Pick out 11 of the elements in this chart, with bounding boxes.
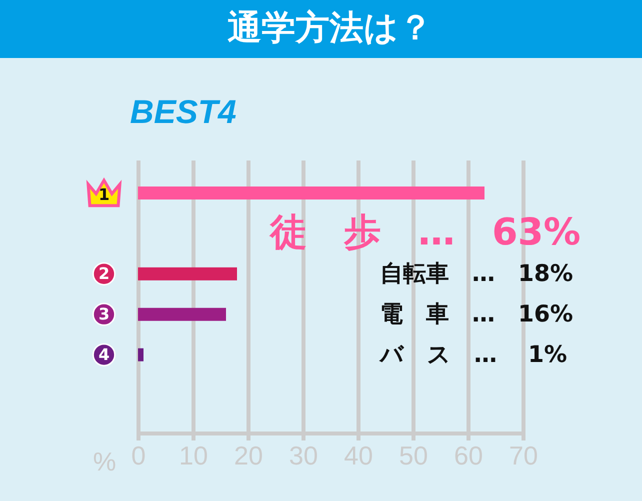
data-label: バ ス … 1% xyxy=(378,342,568,368)
y-tick-label: 1 xyxy=(98,184,110,204)
chart-title: 通学方法は？ xyxy=(228,8,432,48)
x-axis-title: % xyxy=(92,446,116,476)
y-tick-label: 3 xyxy=(98,304,110,324)
text: BEST4 xyxy=(130,93,236,130)
data-label: 電 車 … 16% xyxy=(380,301,574,328)
y-tick-label: 4 xyxy=(98,344,110,364)
data-label: 徒 歩 … 63% xyxy=(269,210,581,254)
y-tick-label: 2 xyxy=(98,264,110,283)
data-label: 自転車 … 18% xyxy=(380,260,574,287)
